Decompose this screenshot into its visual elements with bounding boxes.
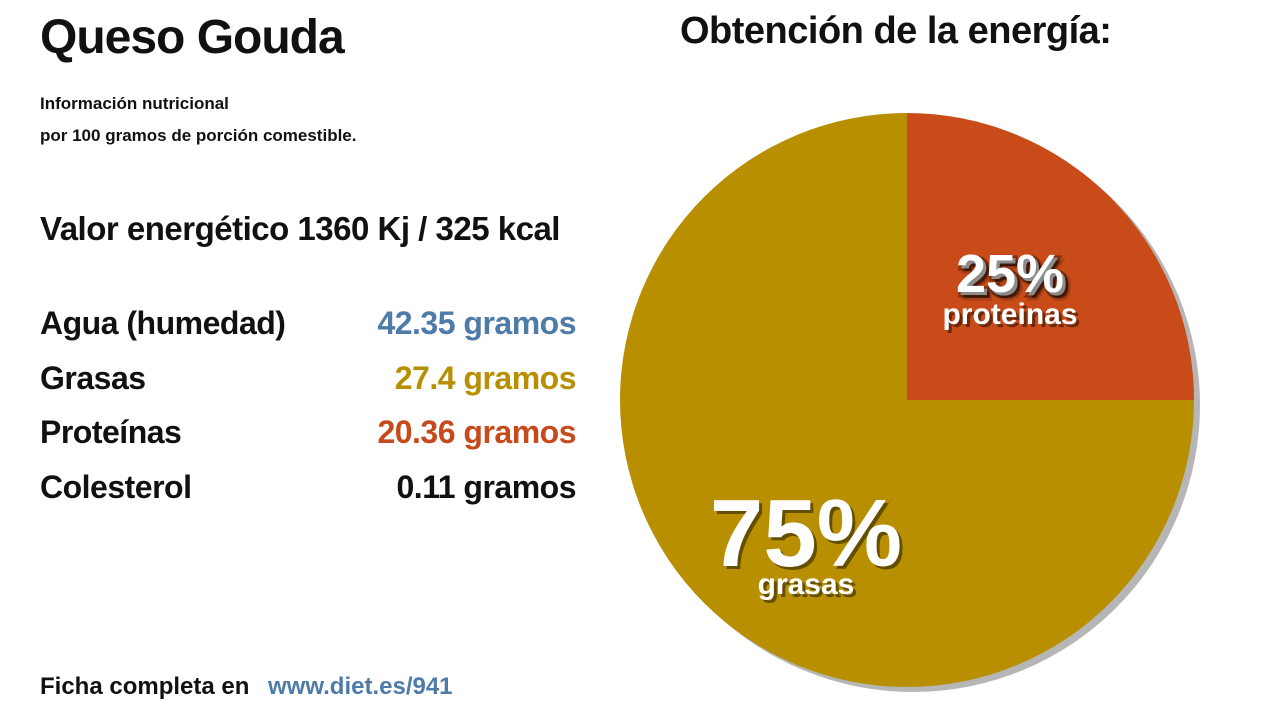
pct-label-grasas: 75% bbox=[710, 480, 902, 587]
name-label-grasas: grasas bbox=[758, 568, 855, 601]
nutrient-value-cholesterol: 0.11 gramos bbox=[396, 469, 577, 505]
nutrient-value-fat: 27.4 gramos bbox=[394, 360, 577, 396]
nutrient-label-protein: Proteínas bbox=[40, 414, 182, 450]
svg-text:25%: 25% bbox=[959, 247, 1067, 307]
pie-slice-proteinas bbox=[907, 113, 1194, 400]
subtitle-line-2: por 100 gramos de porción comestible. bbox=[40, 126, 357, 145]
label-proteinas: 25% 25% proteinas bbox=[942, 244, 1077, 331]
name-label-proteinas: proteinas bbox=[942, 298, 1077, 331]
footer-link[interactable]: www.diet.es/941 bbox=[268, 673, 453, 700]
subtitle-line-1: Información nutricional bbox=[40, 94, 229, 113]
nutrient-value-water: 42.35 gramos bbox=[377, 305, 576, 341]
label-grasas: 75% grasas bbox=[710, 480, 902, 601]
pie-slice-grasas bbox=[620, 113, 1194, 687]
nutrient-value-protein: 20.36 gramos bbox=[377, 414, 576, 450]
chart-title: Obtención de la energía: bbox=[680, 10, 1112, 52]
nutrient-label-cholesterol: Colesterol bbox=[40, 469, 192, 505]
footer-label: Ficha completa en bbox=[40, 673, 250, 700]
nutrient-label-fat: Grasas bbox=[40, 360, 146, 396]
nutrient-label-water: Agua (humedad) bbox=[40, 305, 286, 341]
pct-label-proteinas: 25% bbox=[956, 244, 1064, 304]
energy-value: Valor energético 1360 Kj / 325 kcal bbox=[40, 210, 560, 247]
page-title: Queso Gouda bbox=[40, 11, 345, 64]
